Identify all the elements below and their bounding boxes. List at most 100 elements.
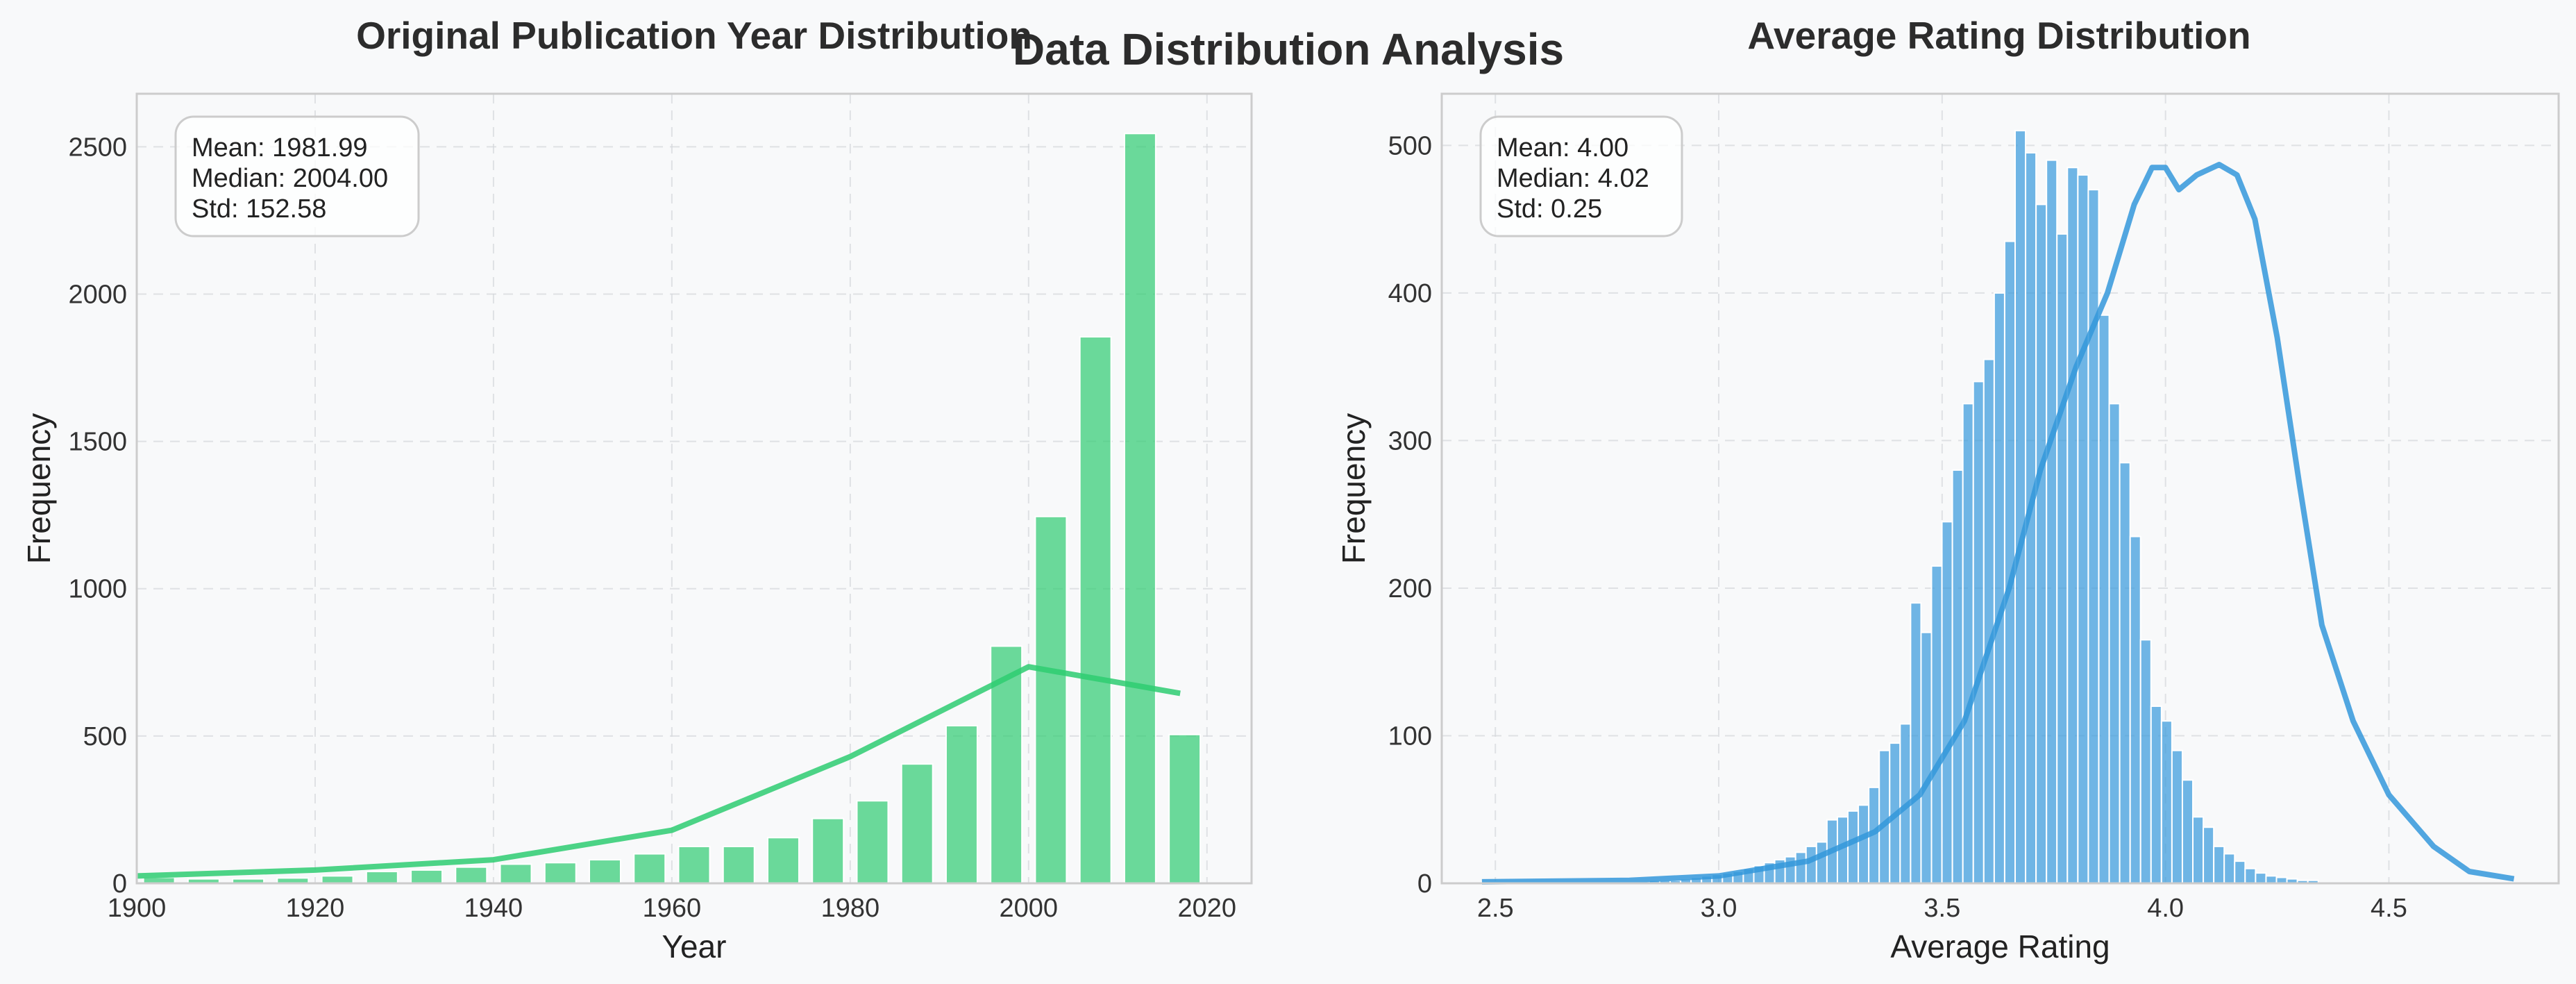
histogram-bar bbox=[1034, 515, 1068, 884]
figure-suptitle: Data Distribution Analysis bbox=[1013, 24, 1564, 74]
stats-box bbox=[1479, 115, 1683, 237]
histogram-bar bbox=[1951, 469, 1964, 884]
histogram-bar bbox=[633, 853, 666, 884]
y-tick-label: 200 bbox=[1388, 574, 1432, 603]
x-tick-label: 1980 bbox=[821, 894, 880, 923]
histogram-bar bbox=[1972, 381, 1985, 884]
histogram-bar bbox=[1805, 845, 1817, 884]
chart-title: Original Publication Year Distribution bbox=[356, 14, 1032, 57]
histogram-bar bbox=[1079, 336, 1112, 884]
kde-line bbox=[136, 664, 1181, 879]
histogram-bar bbox=[589, 859, 622, 884]
plot-border bbox=[135, 92, 1253, 885]
histogram-bar bbox=[2192, 816, 2205, 885]
histogram-bar bbox=[410, 869, 444, 884]
y-tick-label: 0 bbox=[112, 869, 127, 899]
y-axis-label: Frequency bbox=[21, 413, 57, 564]
chart-title: Average Rating Distribution bbox=[1747, 14, 2250, 57]
y-tick-label: 1000 bbox=[68, 575, 127, 604]
histogram-bar bbox=[2171, 749, 2183, 885]
histogram-bar bbox=[2139, 639, 2152, 884]
histogram-bar bbox=[1962, 403, 1974, 884]
x-tick-label: 4.5 bbox=[2371, 894, 2407, 923]
histogram-bar bbox=[365, 871, 398, 885]
histogram-bar bbox=[1930, 565, 1943, 884]
x-tick-label: 3.0 bbox=[1701, 894, 1737, 923]
histogram-bar bbox=[2119, 462, 2131, 884]
x-axis-label: Average Rating bbox=[1890, 928, 2110, 965]
histogram-bar bbox=[2265, 875, 2278, 884]
y-tick-label: 0 bbox=[1417, 869, 1432, 899]
x-tick-label: 2.5 bbox=[1477, 894, 1514, 923]
stats-std: Std: 0.25 bbox=[1497, 194, 1602, 224]
histogram-bar bbox=[945, 725, 978, 885]
histogram-bar bbox=[2056, 233, 2069, 884]
histogram-bar bbox=[2181, 779, 2194, 884]
histogram-bar bbox=[2108, 403, 2121, 884]
histogram-bar bbox=[766, 837, 800, 885]
y-tick-label: 500 bbox=[83, 722, 127, 751]
histogram-bar bbox=[1878, 749, 1891, 885]
y-axis-label: Frequency bbox=[1336, 413, 1372, 564]
histogram-bar bbox=[2160, 720, 2173, 884]
histogram-bar bbox=[2066, 167, 2079, 884]
stats-box bbox=[174, 115, 420, 237]
histogram-bar bbox=[321, 875, 354, 885]
histogram-bar bbox=[1847, 810, 1860, 884]
x-tick-label: 1920 bbox=[286, 894, 345, 923]
x-tick-label: 1900 bbox=[108, 894, 167, 923]
histogram-bar bbox=[2223, 853, 2236, 885]
y-tick-label: 2500 bbox=[68, 133, 127, 162]
histogram-bar bbox=[900, 763, 934, 884]
histogram-bar bbox=[2014, 130, 2027, 884]
y-tick-label: 1500 bbox=[68, 428, 127, 457]
histogram-bar bbox=[2255, 872, 2267, 885]
plot-border bbox=[1440, 92, 2560, 885]
histogram-bar bbox=[856, 800, 889, 885]
y-tick-label: 100 bbox=[1388, 722, 1432, 751]
stats-mean: Mean: 1981.99 bbox=[192, 133, 368, 162]
histogram-bar bbox=[2077, 174, 2089, 884]
histogram-bar bbox=[2150, 705, 2162, 885]
histogram-bar bbox=[1168, 733, 1202, 884]
histogram-bar bbox=[1123, 133, 1156, 884]
x-tick-label: 2020 bbox=[1177, 894, 1236, 923]
stats-median: Median: 4.02 bbox=[1497, 164, 1649, 193]
histogram-bar bbox=[1794, 851, 1807, 885]
histogram-bar bbox=[499, 863, 532, 884]
x-tick-label: 2000 bbox=[1000, 894, 1059, 923]
histogram-bar bbox=[1982, 358, 1995, 884]
histogram-bar bbox=[1858, 804, 1870, 885]
histogram-bar bbox=[455, 866, 488, 884]
x-tick-label: 1960 bbox=[643, 894, 702, 923]
x-axis-label: Year bbox=[662, 928, 727, 965]
histogram-bar bbox=[1941, 521, 1953, 884]
histogram-bar bbox=[2129, 535, 2141, 884]
y-tick-label: 300 bbox=[1388, 426, 1432, 456]
histogram-bar bbox=[722, 845, 755, 884]
year-distribution-plot: 1900 1920 1940 1960 1980 2000 2020 0 500 1000 1500… bbox=[21, 14, 1253, 965]
histogram-bar bbox=[677, 845, 711, 884]
stats-mean: Mean: 4.00 bbox=[1497, 133, 1628, 162]
x-tick-label: 1940 bbox=[464, 894, 523, 923]
histogram-bar bbox=[2203, 826, 2215, 884]
x-tick-label: 4.0 bbox=[2147, 894, 2184, 923]
histogram-bar bbox=[2234, 860, 2246, 884]
histogram-bar bbox=[1910, 602, 1922, 885]
histogram-bar bbox=[2046, 159, 2058, 885]
x-tick-label: 3.5 bbox=[1923, 894, 1960, 923]
rating-distribution-plot: 2.5 3.0 3.5 4.0 4.5 0 100 200 300 400 500 Average R… bbox=[1336, 14, 2560, 965]
stats-std: Std: 152.58 bbox=[192, 194, 326, 224]
stats-median: Median: 2004.00 bbox=[192, 164, 388, 193]
histogram-bar bbox=[2244, 867, 2257, 885]
histogram-bar bbox=[1920, 631, 1933, 884]
histogram-bar bbox=[1815, 841, 1828, 884]
kde-line bbox=[1481, 162, 2515, 885]
histogram-bar bbox=[2035, 203, 2048, 884]
y-tick-label: 2000 bbox=[68, 280, 127, 309]
histogram-bar bbox=[2213, 845, 2225, 884]
histogram-bar bbox=[544, 862, 577, 885]
histogram-bar bbox=[2098, 314, 2110, 884]
y-tick-label: 500 bbox=[1388, 131, 1432, 160]
